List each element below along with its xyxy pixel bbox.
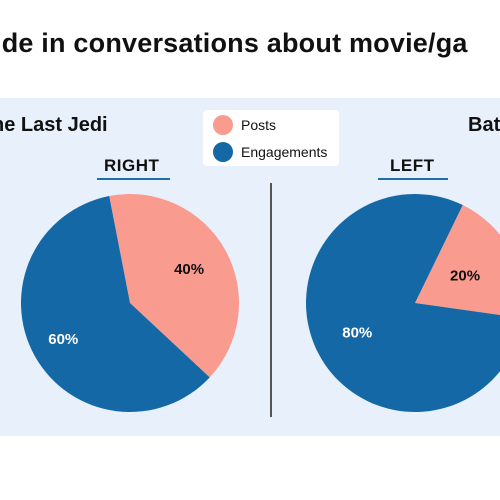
- legend-item-engagements: Engagements: [213, 141, 327, 163]
- pie-0-label-engagements: 60%: [48, 331, 78, 348]
- side-label-right-underline: [378, 178, 448, 180]
- pie-1-label-posts: 20%: [450, 267, 480, 284]
- pie-0-slice-posts: [109, 194, 240, 378]
- pie-0-slice-engagements: [20, 196, 210, 412]
- legend: Posts Engagements: [203, 110, 339, 166]
- side-label-left-underline: [97, 178, 170, 180]
- pie-1-slice-posts: [415, 205, 500, 315]
- side-label-right: LEFT: [390, 156, 435, 175]
- side-label-left: RIGHT: [104, 156, 160, 175]
- legend-label-engagements: Engagements: [241, 144, 328, 160]
- chart-divider: [270, 183, 272, 417]
- legend-swatch-engagements: [213, 142, 233, 162]
- pie-1-label-engagements: 80%: [342, 325, 372, 342]
- pie-0-label-posts: 40%: [174, 261, 204, 278]
- chart-title-right: Bat: [468, 114, 500, 136]
- legend-item-posts: Posts: [213, 114, 276, 136]
- legend-swatch-posts: [213, 115, 233, 135]
- chart-title-left: he Last Jedi: [0, 114, 108, 136]
- page-title: ide in conversations about movie/ga: [0, 28, 468, 58]
- pie-1-slice-engagements: [306, 194, 500, 412]
- legend-label-posts: Posts: [241, 117, 277, 133]
